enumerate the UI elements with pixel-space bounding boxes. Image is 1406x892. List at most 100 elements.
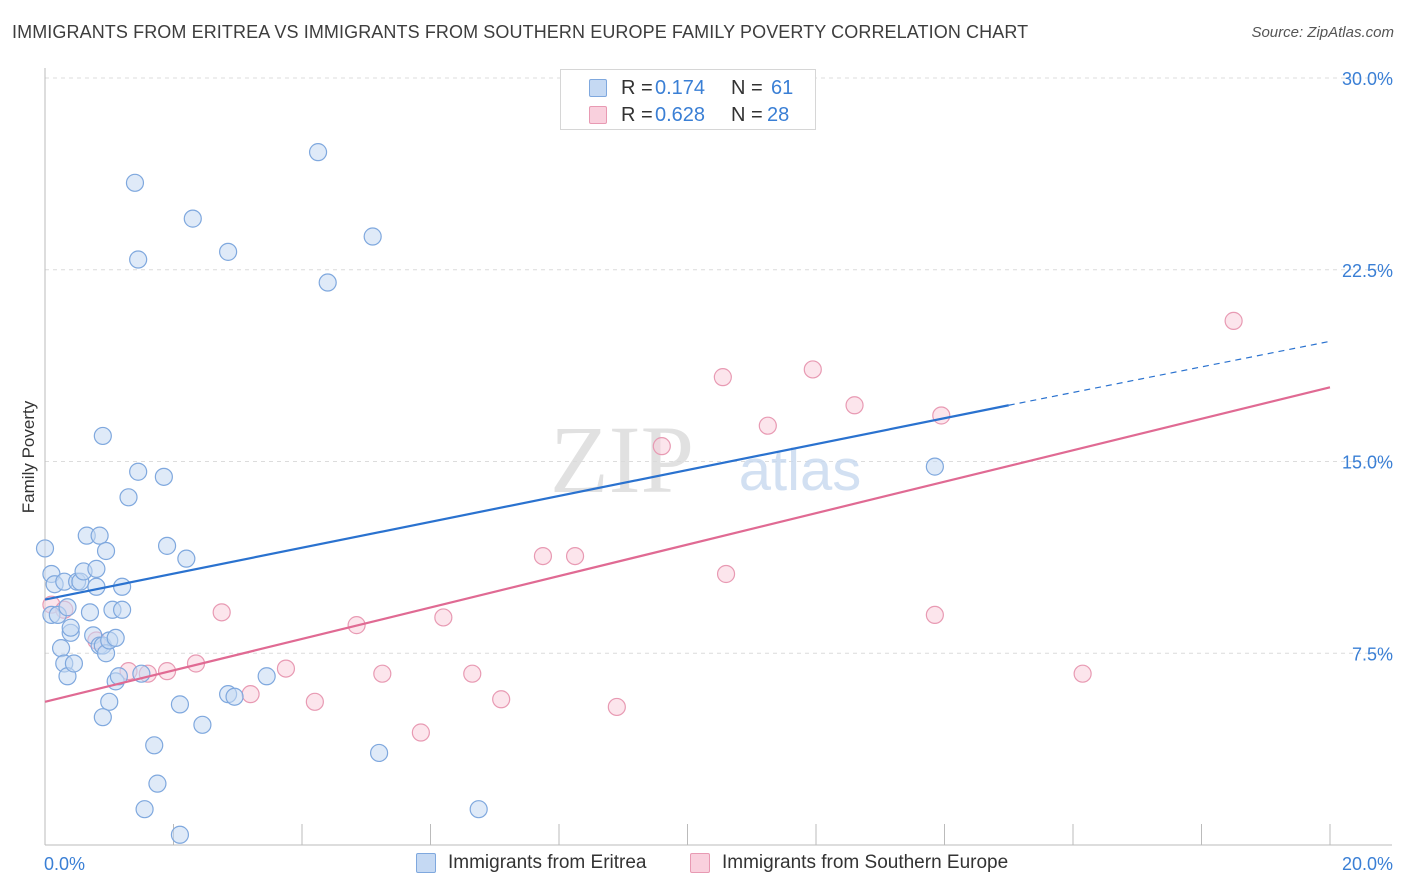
data-point-southern-europe [533, 546, 553, 566]
data-point-southern-europe [373, 664, 392, 683]
data-point-eritrea [129, 462, 148, 481]
data-point-southern-europe [411, 723, 430, 742]
data-point-eritrea [80, 603, 100, 622]
x-tick-label: 0.0% [44, 854, 85, 874]
data-point-eritrea [318, 273, 337, 292]
data-point-eritrea [93, 426, 112, 446]
data-point-southern-europe [241, 685, 260, 704]
watermark: ZIP atlas [550, 406, 861, 513]
data-point-eritrea [58, 598, 77, 617]
y-tick-label: 30.0% [1342, 69, 1393, 89]
legend-n-value: 61 [771, 77, 794, 99]
y-tick-label: 15.0% [1342, 453, 1393, 473]
data-point-southern-europe [607, 697, 626, 717]
legend-r-value: 0.628 [655, 104, 706, 126]
source-label: Source: ZipAtlas.com [1251, 24, 1394, 41]
axes [44, 68, 1392, 846]
data-point-eritrea [177, 549, 196, 568]
data-point-eritrea [119, 488, 138, 507]
legend-swatch-eritrea [589, 79, 607, 97]
data-point-eritrea [87, 577, 106, 596]
data-point-southern-europe [845, 396, 864, 415]
y-axis-label: Family Poverty [19, 400, 38, 513]
data-point-southern-europe [652, 437, 671, 456]
x-tick-label: 20.0% [1342, 854, 1393, 874]
data-point-southern-europe [305, 692, 324, 711]
watermark-atlas: atlas [739, 438, 862, 503]
data-point-eritrea [51, 639, 71, 658]
data-point-southern-europe [758, 416, 777, 435]
trend-lines [44, 340, 1331, 703]
data-point-eritrea [64, 654, 84, 673]
data-point-eritrea [129, 250, 148, 269]
data-point-southern-europe [1224, 311, 1243, 330]
correlation-legend: R = 0.174 N = 61 R = 0.628 N = 28 [560, 69, 816, 130]
data-point-eritrea [112, 577, 132, 596]
data-point-eritrea [87, 559, 106, 578]
data-point-eritrea [135, 800, 154, 819]
trend-line-eritrea-extension [1008, 340, 1331, 406]
legend-label-eritrea: Immigrants from Eritrea [448, 852, 647, 873]
data-point-southern-europe [492, 690, 511, 709]
data-point-southern-europe [716, 564, 736, 584]
data-point-eritrea [96, 541, 116, 561]
legend-r-label: R = [621, 77, 653, 99]
data-point-eritrea [93, 708, 112, 727]
data-point-southern-europe [434, 608, 453, 627]
chart-title: IMMIGRANTS FROM ERITREA VS IMMIGRANTS FR… [12, 22, 1029, 42]
data-point-eritrea [170, 695, 190, 714]
data-point-southern-europe [276, 659, 296, 678]
legend-label-southern-europe: Immigrants from Southern Europe [722, 852, 1009, 873]
data-point-eritrea [145, 736, 164, 755]
data-point-eritrea [100, 692, 119, 711]
legend-swatch-southern-europe [690, 853, 710, 873]
data-point-eritrea [469, 800, 488, 819]
data-point-eritrea [148, 774, 167, 793]
data-point-eritrea [170, 825, 190, 844]
data-point-eritrea [154, 467, 173, 486]
data-point-eritrea [125, 173, 145, 192]
data-point-southern-europe [565, 546, 585, 566]
y-tick-label: 22.5% [1342, 261, 1393, 281]
trend-line-eritrea [44, 404, 1009, 601]
legend-r-value: 0.174 [655, 77, 706, 99]
legend-n-value: 28 [767, 104, 790, 126]
legend-swatch-southern-europe [589, 106, 607, 124]
data-point-eritrea [308, 143, 328, 162]
trend-line-southern-europe [44, 386, 1331, 703]
data-point-southern-europe [1073, 664, 1092, 683]
legend-n-label: N = [731, 77, 763, 99]
x-tick-labels: 0.0% 20.0% [44, 854, 1393, 874]
watermark-zip: ZIP [550, 406, 694, 513]
legend-swatch-eritrea [416, 853, 436, 873]
legend-n-label: N = [731, 104, 763, 126]
series-southern-europe-points [42, 311, 1243, 742]
legend-r-label: R = [621, 104, 653, 126]
legend-row-southern-europe: R = 0.628 N = 28 [561, 102, 815, 128]
y-tick-labels: 7.5% 15.0% 22.5% 30.0% [1342, 69, 1393, 664]
data-point-eritrea [35, 539, 55, 558]
data-point-eritrea [157, 536, 177, 555]
data-point-eritrea [225, 687, 244, 706]
data-point-eritrea [257, 667, 276, 686]
data-point-southern-europe [212, 603, 231, 622]
data-point-eritrea [370, 743, 389, 763]
series-eritrea-points [35, 143, 944, 844]
data-point-southern-europe [932, 406, 951, 425]
data-point-eritrea [106, 628, 125, 648]
legend-row-eritrea: R = 0.174 N = 61 [561, 75, 815, 101]
data-point-eritrea [363, 227, 382, 246]
grid-lines [45, 77, 1392, 654]
y-tick-label: 7.5% [1352, 644, 1393, 664]
data-point-eritrea [112, 600, 132, 619]
data-point-southern-europe [713, 368, 732, 387]
data-point-eritrea [183, 209, 202, 228]
data-point-eritrea [90, 526, 109, 545]
data-point-eritrea [61, 618, 80, 637]
data-point-southern-europe [803, 360, 822, 379]
data-point-southern-europe [925, 605, 944, 625]
data-point-eritrea [925, 457, 944, 476]
data-point-eritrea [219, 242, 238, 261]
data-point-southern-europe [463, 664, 482, 683]
